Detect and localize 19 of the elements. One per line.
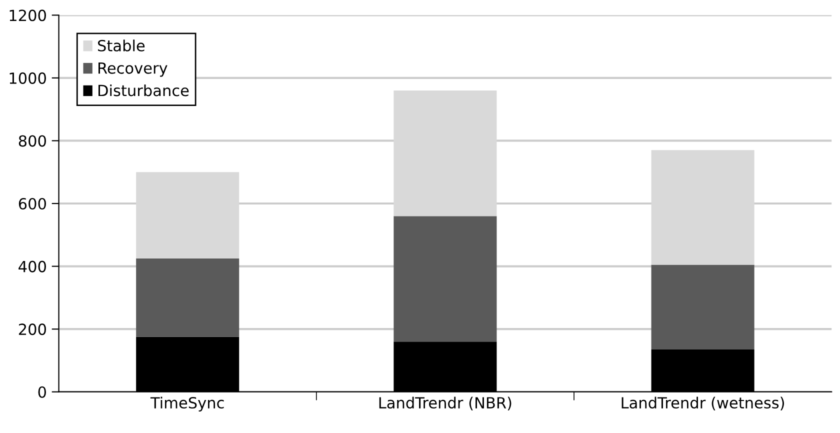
- y-tick-label: 1000: [10, 72, 46, 84]
- x-tick-label: TimeSync: [150, 396, 224, 412]
- y-tick-label: 600: [18, 198, 46, 210]
- y-tick-label: 0: [38, 386, 46, 398]
- y-tick-label: 1200: [10, 10, 46, 22]
- legend-label: Stable: [98, 40, 145, 52]
- y-tick-label: 400: [18, 260, 46, 272]
- x-tick-label: LandTrendr (NBR): [379, 396, 512, 410]
- y-tick-label: 200: [18, 324, 46, 336]
- y-tick-label: 800: [18, 135, 46, 147]
- legend-label: Recovery: [98, 62, 168, 77]
- bar: [651, 264, 754, 350]
- bar: [394, 90, 497, 216]
- x-tick-label: LandTrendr (wetness): [622, 396, 784, 410]
- bar: [136, 172, 240, 258]
- legend-label: Disturbance: [98, 84, 189, 96]
- bar: [651, 150, 754, 265]
- bar: [136, 258, 240, 337]
- bar: [394, 216, 497, 342]
